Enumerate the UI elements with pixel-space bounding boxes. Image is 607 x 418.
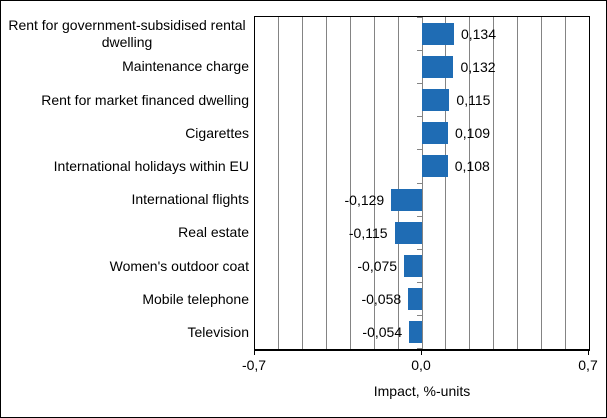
- plot-area: 0,134 0,132 0,115 0,109 0,108 -0,129 -0,115 -0,…: [254, 16, 590, 351]
- bar-value-label: 0,109: [455, 125, 491, 142]
- x-tick-label: 0,0: [411, 357, 431, 373]
- category-axis-tick: [417, 248, 422, 250]
- bar: [422, 22, 454, 45]
- category-label-text: Real estate: [178, 224, 249, 241]
- category-label: International holidays within EU: [5, 150, 249, 183]
- gridline: [469, 17, 471, 349]
- bar-value-label: -0,058: [361, 291, 402, 308]
- bar: [422, 155, 448, 178]
- category-label: Real estate: [5, 216, 249, 249]
- gridline: [373, 17, 375, 349]
- category-label: Maintenance charge: [5, 50, 249, 83]
- category-label: International flights: [5, 183, 249, 216]
- category-axis-labels: Rent for government-subsidised rental dw…: [5, 17, 249, 349]
- bar: [422, 55, 454, 78]
- bar: [422, 89, 450, 111]
- category-axis-tick: [417, 182, 422, 184]
- x-tick: [588, 351, 589, 355]
- gridline: [540, 17, 542, 349]
- gridline: [278, 17, 280, 349]
- bar-value-label: -0,129: [344, 191, 385, 208]
- category-label-text: Maintenance charge: [122, 58, 249, 75]
- category-label: Rent for government-subsidised rental dw…: [5, 17, 249, 50]
- category-label-text: Television: [187, 323, 249, 340]
- bar: [422, 122, 448, 145]
- bar: [404, 255, 422, 277]
- gridline: [421, 17, 423, 349]
- x-tick-label: 0,7: [578, 357, 598, 373]
- gridline: [326, 17, 328, 349]
- category-axis-tick: [417, 116, 422, 118]
- category-label-text: Cigarettes: [185, 124, 249, 141]
- bar: [394, 221, 422, 244]
- bar: [391, 188, 422, 211]
- category-label: Rent for market financed dwelling: [5, 83, 249, 116]
- category-axis-tick: [417, 315, 422, 317]
- category-axis-tick: [417, 215, 422, 217]
- bar-value-label: -0,115: [348, 224, 388, 241]
- gridline: [564, 17, 566, 349]
- category-label-text: International flights: [131, 191, 249, 208]
- x-axis-title: Impact, %-units: [373, 383, 471, 399]
- x-axis: -0,7 0,0 0,7: [242, 351, 598, 377]
- category-label: Women's outdoor coat: [5, 249, 249, 282]
- bar: [408, 288, 422, 311]
- gridline: [349, 17, 351, 349]
- category-axis-tick: [417, 149, 422, 151]
- category-axis-tick: [417, 17, 422, 18]
- category-axis-tick: [417, 348, 422, 349]
- gridline: [516, 17, 518, 349]
- x-tick-label: -0,7: [241, 357, 267, 373]
- x-tick: [421, 351, 422, 355]
- category-axis-tick: [417, 82, 422, 84]
- category-label: Mobile telephone: [5, 283, 249, 316]
- x-tick: [254, 351, 255, 355]
- bar-value-label: 0,132: [460, 58, 496, 75]
- bar-value-label: -0,054: [362, 324, 403, 341]
- category-label-text: Rent for market financed dwelling: [41, 91, 249, 108]
- category-label: Television: [5, 316, 249, 349]
- category-label: Cigarettes: [5, 117, 249, 150]
- gridline: [397, 17, 399, 349]
- category-label-text: International holidays within EU: [53, 157, 249, 174]
- category-label-text: Women's outdoor coat: [109, 257, 249, 274]
- bar-value-label: 0,134: [460, 25, 496, 42]
- category-axis-tick: [417, 49, 422, 51]
- category-label-text: Mobile telephone: [142, 290, 249, 307]
- bar-value-label: 0,115: [456, 91, 491, 108]
- gridline: [445, 17, 447, 349]
- bar: [409, 321, 422, 344]
- gridline: [302, 17, 304, 349]
- bar-value-label: 0,108: [454, 158, 490, 175]
- gridline: [493, 17, 495, 349]
- category-label-text: Rent for government-subsidised rental dw…: [8, 16, 246, 50]
- bar-value-label: -0,075: [357, 257, 398, 274]
- category-axis-tick: [417, 282, 422, 284]
